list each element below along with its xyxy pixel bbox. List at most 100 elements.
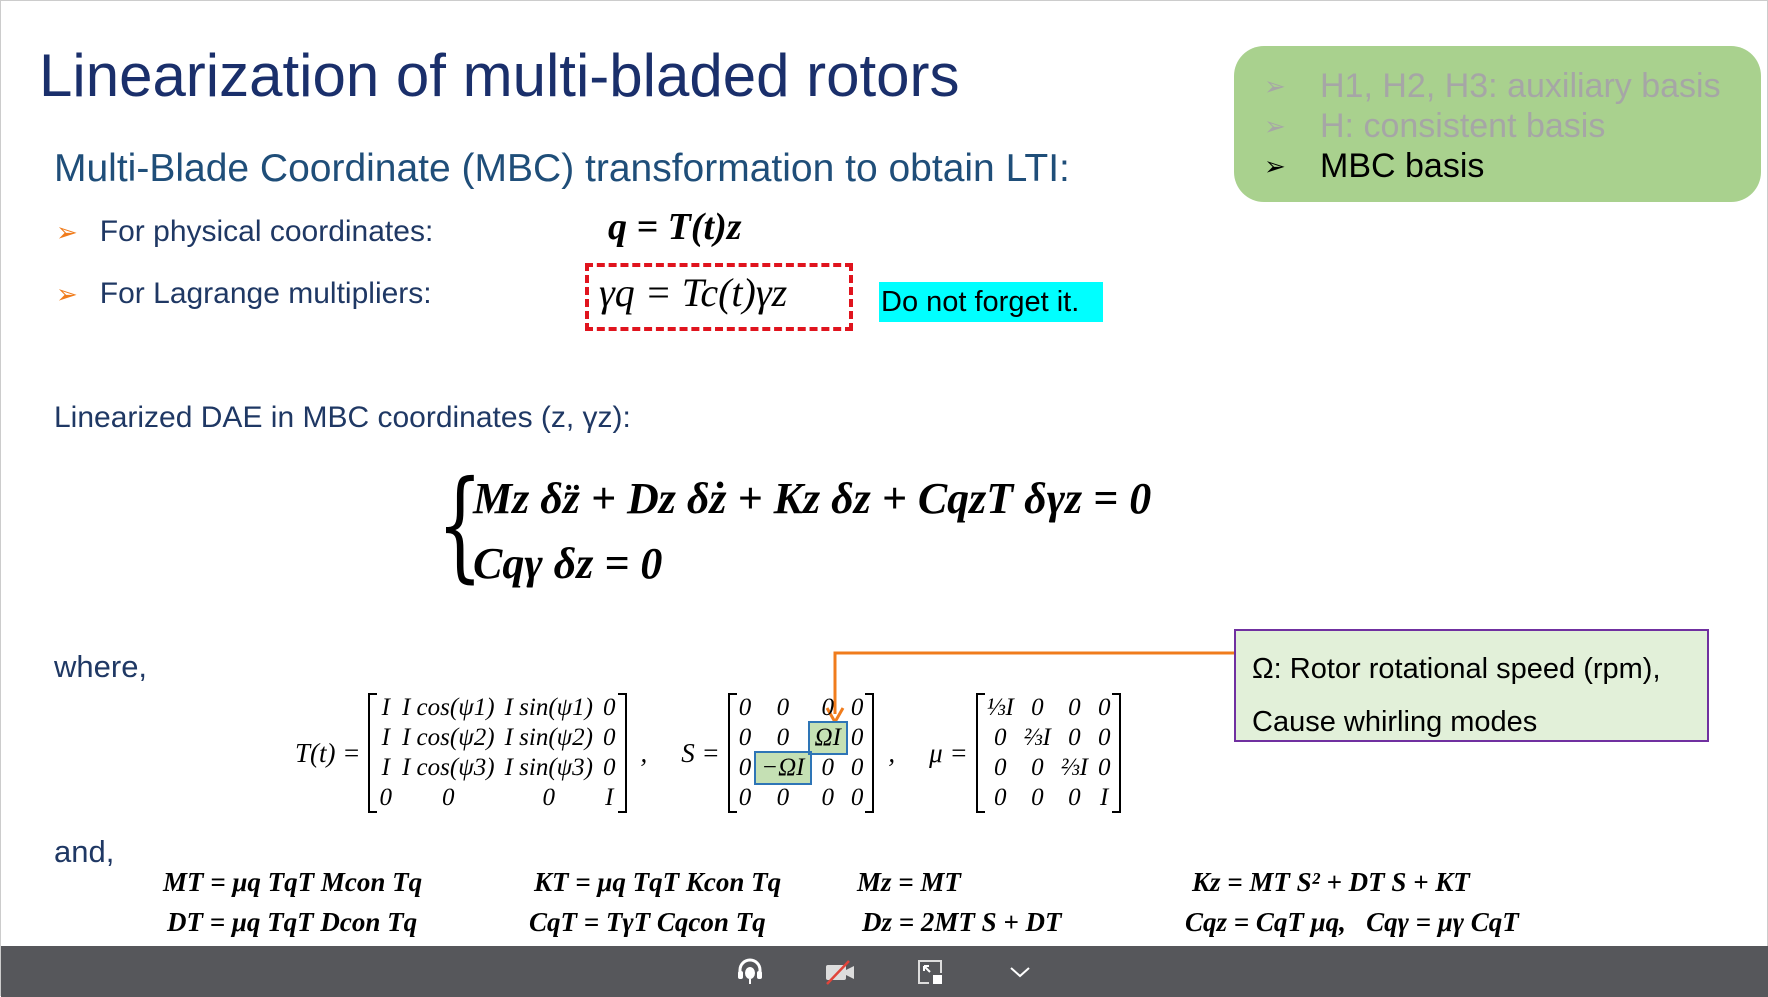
matrix-cell: 0 <box>776 784 790 811</box>
matrix-cell: ⅔I <box>1060 754 1088 781</box>
eq-physical: q = T(t)z <box>608 206 742 248</box>
matrix-cell: 0 <box>379 784 392 811</box>
slide-title: Linearization of multi-bladed rotors <box>39 42 960 109</box>
meeting-toolbar <box>1 946 1768 997</box>
eq-Cqz: Cqz = CqT μq, Cqγ = μγ CqT <box>1185 907 1519 937</box>
matrix-row: I I cos(ψ2) I sin(ψ2) 0 <box>374 723 620 753</box>
where-label: where, <box>54 649 148 684</box>
matrix-cell: I <box>1100 784 1109 811</box>
matrix-cell: 0 <box>821 754 834 781</box>
headset-icon[interactable] <box>733 955 767 989</box>
pointer-arrow <box>825 651 1234 726</box>
arrow-icon: ➢ <box>56 278 78 309</box>
matrix-cell: ⅓I <box>986 694 1014 721</box>
matrix-cell: I cos(ψ3) <box>401 754 495 781</box>
matrix-cell: I sin(ψ1) <box>504 694 593 721</box>
eq-CqT: CqT = TγT Cqcon Tq <box>529 907 766 937</box>
arrow-icon: ➢ <box>1264 150 1286 181</box>
eq-DT: DT = μq TqT Dcon Tq <box>167 907 418 937</box>
matrix-cell: 0 <box>603 754 616 781</box>
matrix-row: 0 0 ⅔I 0 <box>982 753 1116 783</box>
matrix-cell: I <box>381 754 390 781</box>
matrix-cell: I cos(ψ1) <box>401 694 495 721</box>
omega-note: Ω: Rotor rotational speed (rpm), Cause w… <box>1234 629 1709 742</box>
matrix-T-label: T(t) = <box>295 737 361 768</box>
matrix-cell: I <box>605 784 614 811</box>
matrix-cell: 0 <box>442 784 455 811</box>
chevron-down-icon[interactable] <box>1003 955 1037 989</box>
matrix-cell: I <box>381 724 390 751</box>
subtitle: Multi-Blade Coordinate (MBC) transformat… <box>54 147 1070 190</box>
dae-eq2: Cqγ δz = 0 <box>473 539 663 588</box>
matrix-cell: 0 <box>1031 694 1044 721</box>
brace: { <box>437 456 483 595</box>
matrix-mu: ⅓I 0 0 0 0 ⅔I 0 0 0 0 ⅔I 0 0 0 0 I <box>975 693 1122 813</box>
matrix-cell: 0 <box>1031 784 1044 811</box>
eq-MT: MT = μq TqT Mcon Tq <box>163 867 423 897</box>
matrix-row: 0 0 ΩI 0 <box>734 721 869 755</box>
matrix-cell: 0 <box>850 784 864 811</box>
matrix-cell: 0 <box>776 724 790 751</box>
callout: Do not forget it. <box>879 282 1103 322</box>
arrow-icon: ➢ <box>1264 70 1286 101</box>
matrix-cell: I sin(ψ2) <box>504 724 593 751</box>
matrix-mu-label: μ = <box>929 737 968 768</box>
dae-label: Linearized DAE in MBC coordinates (z, γz… <box>54 401 631 434</box>
dae-eq1: Mz δz̈ + Dz δż + Kz δz + CqzT δγz = 0 <box>473 474 1152 523</box>
matrix-row: ⅓I 0 0 0 <box>982 693 1116 723</box>
bullet-lagrange: ➢ For Lagrange multipliers: <box>56 277 432 310</box>
matrix-cell: 0 <box>603 694 616 721</box>
dashed-highlight <box>585 263 853 331</box>
matrix-row: 0 −ΩI 0 0 <box>734 751 869 785</box>
matrix-cell: 0 <box>850 754 864 781</box>
matrix-cell: 0 <box>1031 754 1044 781</box>
matrix-row: T(t) = I I cos(ψ1) I sin(ψ1) 0 I I cos(ψ2) I s… <box>287 693 1122 813</box>
matrix-cell: 0 <box>1068 724 1081 751</box>
matrix-S-label: S = <box>681 737 720 768</box>
matrix-cell: 0 <box>1068 694 1081 721</box>
matrix-T: I I cos(ψ1) I sin(ψ1) 0 I I cos(ψ2) I sin(ψ2) 0… <box>368 693 627 813</box>
matrix-cell: 0 <box>850 724 864 751</box>
eq-Mz: Mz = MT <box>857 867 961 897</box>
matrix-cell: 0 <box>1097 754 1111 781</box>
eq-KT: KT = μq TqT Kcon Tq <box>534 867 782 897</box>
matrix-cell: 0 <box>1097 694 1111 721</box>
eq-lagrange: γq = Tc(t)γz <box>599 270 788 315</box>
matrix-cell: ⅔I <box>1023 724 1051 751</box>
bullet-physical: ➢ For physical coordinates: <box>56 215 434 248</box>
matrix-cell: −ΩI <box>754 751 812 785</box>
matrix-cell: I <box>381 694 390 721</box>
matrix-cell: 0 <box>821 784 834 811</box>
matrix-cell: 0 <box>1097 724 1111 751</box>
matrix-cell: ΩI <box>807 721 848 755</box>
matrix-cell: 0 <box>738 784 752 811</box>
camera-off-icon[interactable] <box>823 955 857 989</box>
basis-box: ➢ H1, H2, H3: auxiliary basis ➢ H: consist… <box>1234 46 1761 202</box>
matrix-cell: 0 <box>738 694 752 721</box>
arrow-icon: ➢ <box>56 216 78 247</box>
matrix-cell: 0 <box>738 754 752 781</box>
matrix-row: I I cos(ψ1) I sin(ψ1) 0 <box>374 693 620 723</box>
matrix-cell: 0 <box>850 694 864 721</box>
matrix-cell: 0 <box>1068 784 1081 811</box>
matrix-cell: I cos(ψ2) <box>401 724 495 751</box>
matrix-row: 0 0 0 I <box>374 783 620 813</box>
matrix-cell: I sin(ψ3) <box>504 754 593 781</box>
arrow-icon: ➢ <box>1264 110 1286 141</box>
eq-Kz: Kz = MT S² + DT S + KT <box>1192 867 1470 897</box>
basis-item: ➢ H: consistent basis <box>1264 106 1606 145</box>
matrix-cell: 0 <box>542 784 556 811</box>
matrix-cell: 0 <box>993 784 1007 811</box>
matrix-cell: 0 <box>993 724 1007 751</box>
matrix-cell: 0 <box>776 694 790 721</box>
basis-item: ➢ H1, H2, H3: auxiliary basis <box>1264 66 1721 105</box>
matrix-row: 0 ⅔I 0 0 <box>982 723 1116 753</box>
basis-item-active: ➢ MBC basis <box>1264 146 1485 185</box>
matrix-cell: 0 <box>993 754 1007 781</box>
matrix-cell: 0 <box>821 694 834 721</box>
matrix-row: I I cos(ψ3) I sin(ψ3) 0 <box>374 753 620 783</box>
exit-fullscreen-icon[interactable] <box>913 955 947 989</box>
